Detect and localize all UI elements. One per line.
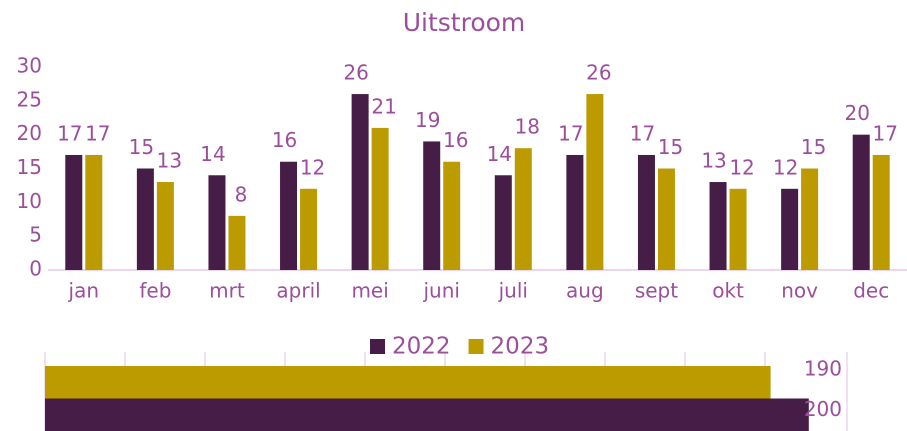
bar <box>872 154 890 270</box>
data-label: 17 <box>85 121 110 145</box>
data-label: 19 <box>415 108 440 132</box>
bar <box>781 188 799 270</box>
data-label: 26 <box>586 61 611 85</box>
legend-label: 2023 <box>491 334 550 360</box>
y-tick-label: 10 <box>17 189 42 213</box>
y-tick-label: 5 <box>29 223 42 247</box>
x-tick-label: juli <box>498 279 528 303</box>
data-label: 12 <box>729 155 754 179</box>
y-tick-label: 20 <box>17 121 42 145</box>
summary-label: 200 <box>804 397 842 421</box>
data-label: 17 <box>558 121 583 145</box>
bar <box>280 161 298 270</box>
bar <box>65 154 83 270</box>
bar <box>228 215 246 270</box>
bar <box>709 182 727 270</box>
bar <box>729 188 747 270</box>
data-label: 17 <box>630 121 655 145</box>
bar <box>371 127 389 271</box>
summary-bar <box>45 398 809 431</box>
x-tick-label: dec <box>853 279 889 303</box>
y-tick-label: 25 <box>17 87 42 111</box>
bar <box>300 188 318 270</box>
data-label: 14 <box>200 142 225 166</box>
data-label: 21 <box>371 94 396 118</box>
data-label: 16 <box>443 128 468 152</box>
data-label: 17 <box>872 121 897 145</box>
bar <box>566 154 584 270</box>
data-label: 15 <box>129 135 154 159</box>
data-label: 20 <box>844 101 869 125</box>
data-label: 18 <box>515 115 540 139</box>
bar <box>852 134 870 270</box>
bar <box>801 168 819 270</box>
bar <box>494 175 512 270</box>
summary-label: 190 <box>804 357 842 381</box>
data-label: 16 <box>272 128 297 152</box>
bar <box>657 168 675 270</box>
x-tick-label: jan <box>68 279 100 303</box>
bar <box>85 154 103 270</box>
bar <box>637 154 655 270</box>
bar <box>514 148 532 270</box>
legend-label: 2022 <box>392 334 451 360</box>
bar <box>136 168 154 270</box>
y-tick-label: 0 <box>29 257 42 281</box>
x-tick-label: okt <box>712 279 744 303</box>
y-tick-label: 30 <box>17 54 42 78</box>
data-label: 12 <box>300 155 325 179</box>
bar <box>443 161 461 270</box>
data-label: 15 <box>658 135 683 159</box>
x-tick-label: nov <box>781 279 818 303</box>
legend-swatch <box>370 339 385 354</box>
x-tick-label: juni <box>422 279 459 303</box>
data-label: 14 <box>487 142 512 166</box>
summary-bar <box>45 366 771 399</box>
legend-swatch <box>468 339 484 354</box>
data-label: 26 <box>343 61 368 85</box>
x-tick-label: feb <box>139 279 171 303</box>
x-tick-label: mei <box>351 279 388 303</box>
data-label: 13 <box>701 149 726 173</box>
bar <box>586 94 604 270</box>
bar <box>423 141 441 270</box>
data-label: 12 <box>773 155 798 179</box>
chart-title: Uitstroom <box>403 8 526 37</box>
data-label: 8 <box>235 182 248 206</box>
x-tick-label: aug <box>566 279 604 303</box>
bar <box>156 182 174 270</box>
bar <box>208 175 226 270</box>
x-tick-label: april <box>276 279 320 303</box>
x-tick-label: mrt <box>209 279 245 303</box>
bar <box>351 94 369 270</box>
data-label: 15 <box>801 135 826 159</box>
y-tick-label: 15 <box>17 155 42 179</box>
x-tick-label: sept <box>635 279 678 303</box>
data-label: 13 <box>157 149 182 173</box>
data-label: 17 <box>57 121 82 145</box>
